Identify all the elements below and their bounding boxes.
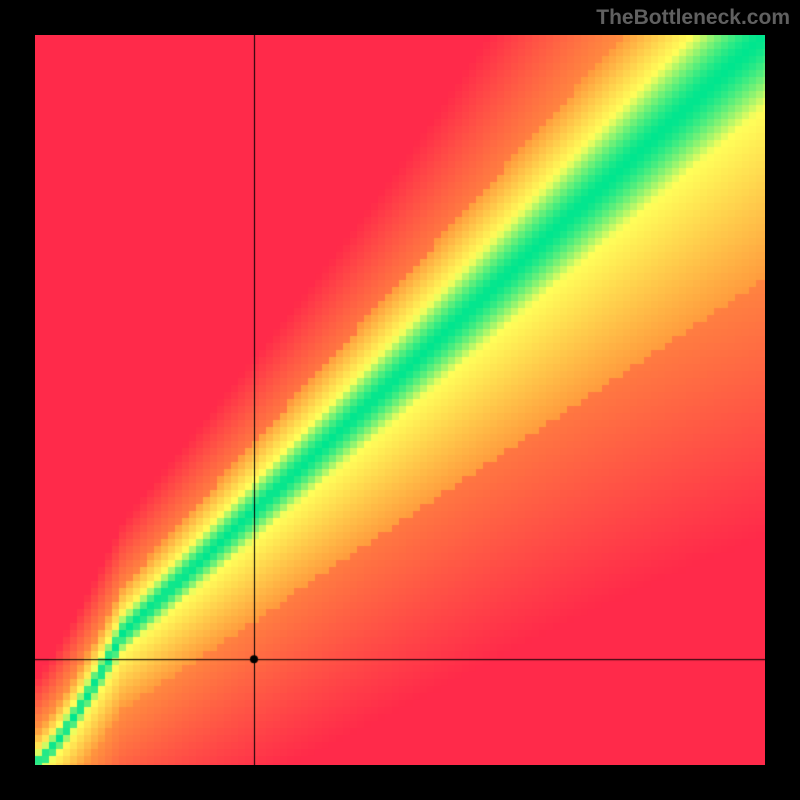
heatmap-plot: [35, 35, 765, 765]
watermark-text: TheBottleneck.com: [596, 6, 790, 30]
heatmap-canvas: [35, 35, 765, 765]
